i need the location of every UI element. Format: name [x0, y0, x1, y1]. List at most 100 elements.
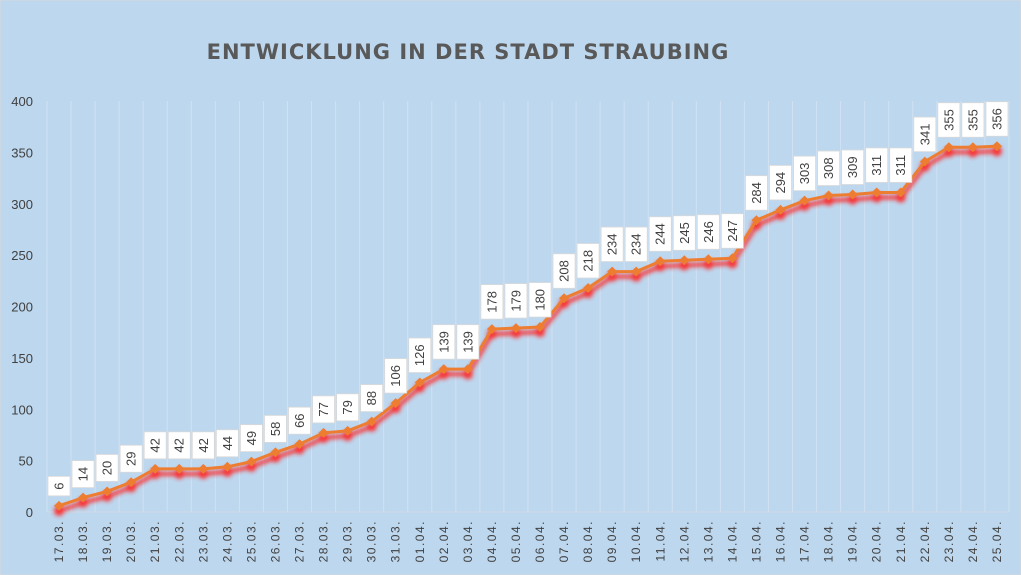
data-point-marker — [919, 156, 930, 167]
data-point-marker — [967, 142, 978, 153]
data-point-marker — [294, 439, 305, 450]
x-tick-label: 09.04. — [605, 520, 619, 562]
data-label-box — [288, 406, 311, 435]
data-label: 126 — [412, 344, 427, 366]
data-point-marker — [246, 456, 257, 467]
y-tick-label: 0 — [26, 505, 33, 520]
data-point-marker — [510, 323, 521, 334]
data-label-box — [408, 337, 432, 373]
x-tick-label: 23.04. — [942, 520, 956, 562]
y-tick-label: 350 — [11, 145, 33, 160]
x-tick-label: 21.04. — [894, 520, 908, 562]
data-point-marker — [871, 187, 882, 198]
data-point-marker — [823, 190, 834, 201]
data-label-box — [913, 116, 937, 153]
data-label-box — [672, 215, 696, 251]
data-label-box — [504, 283, 528, 319]
data-label-box — [889, 147, 913, 183]
data-label-box — [793, 155, 816, 192]
data-point-marker — [102, 486, 113, 497]
data-label-box — [167, 431, 191, 460]
y-tick-label: 250 — [11, 248, 33, 263]
data-point-marker — [390, 398, 401, 409]
data-label: 234 — [605, 233, 620, 255]
data-point-marker — [486, 324, 497, 335]
data-label-box — [95, 454, 119, 482]
data-point-marker — [414, 377, 425, 388]
data-label: 244 — [653, 223, 668, 245]
series-line — [58, 144, 998, 508]
y-tick-label: 50 — [19, 454, 33, 469]
x-tick-label: 24.04. — [966, 520, 980, 562]
data-label-box — [817, 150, 840, 186]
data-point-marker — [535, 322, 545, 333]
data-point-marker — [318, 427, 329, 438]
x-tick-label: 29.03. — [341, 520, 355, 562]
data-label: 245 — [677, 222, 692, 244]
data-label-box — [456, 324, 480, 360]
data-label: 309 — [845, 156, 860, 178]
data-label-box — [360, 384, 384, 412]
data-point-marker — [847, 189, 858, 200]
x-tick-label: 14.04. — [725, 520, 739, 562]
data-label: 77 — [316, 402, 331, 416]
y-tick-label: 150 — [11, 351, 33, 366]
data-label: 139 — [460, 331, 475, 353]
x-tick-label: 17.04. — [798, 520, 812, 562]
x-tick-label: 22.03. — [172, 520, 186, 562]
data-label-box — [239, 424, 263, 453]
data-label-box — [985, 101, 1009, 137]
data-point-marker — [150, 463, 161, 474]
data-label: 49 — [244, 431, 259, 445]
x-tick-label: 05.04. — [509, 520, 523, 562]
data-label-box — [769, 165, 792, 201]
x-tick-label: 27.03. — [293, 520, 307, 562]
data-label: 284 — [749, 182, 764, 204]
data-label: 178 — [484, 291, 499, 313]
data-label-box — [384, 358, 408, 394]
data-point-marker — [174, 463, 185, 474]
data-label-box — [119, 444, 143, 473]
x-tick-label: 18.03. — [76, 520, 90, 562]
data-point-marker — [895, 187, 906, 198]
x-tick-label: 19.03. — [100, 520, 114, 562]
data-point-marker — [559, 293, 570, 304]
data-point-marker — [438, 364, 449, 375]
data-point-marker — [222, 461, 233, 472]
x-tick-label: 20.03. — [124, 520, 138, 562]
data-label: 356 — [989, 108, 1004, 130]
x-tick-label: 02.04. — [437, 520, 451, 562]
x-tick-label: 26.03. — [268, 520, 282, 562]
data-label-box — [696, 214, 720, 250]
data-point-marker — [78, 492, 89, 503]
data-label-box — [721, 213, 744, 249]
data-point-marker — [270, 447, 281, 458]
data-label-box — [480, 284, 504, 320]
data-label: 355 — [965, 109, 980, 131]
data-label: 88 — [364, 391, 379, 405]
x-tick-label: 20.04. — [870, 520, 884, 562]
x-tick-label: 06.04. — [533, 520, 547, 562]
data-label-box — [143, 431, 167, 460]
data-point-marker — [54, 500, 64, 511]
data-point-marker — [727, 253, 738, 264]
x-tick-label: 21.03. — [148, 520, 162, 562]
x-tick-label: 24.03. — [220, 520, 234, 562]
data-point-marker — [703, 254, 714, 265]
x-tick-label: 07.04. — [557, 520, 571, 562]
data-label: 311 — [893, 155, 908, 176]
x-tick-label: 13.04. — [701, 520, 715, 562]
data-point-marker — [462, 364, 473, 375]
data-label: 341 — [917, 124, 932, 146]
x-tick-label: 23.03. — [196, 520, 210, 562]
data-label: 294 — [773, 172, 788, 194]
data-label-box — [336, 393, 360, 422]
data-label: 139 — [436, 331, 451, 353]
data-label-box — [47, 475, 71, 497]
x-tick-label: 16.04. — [774, 520, 788, 562]
data-point-marker — [198, 463, 209, 474]
x-tick-label: 25.03. — [244, 520, 258, 562]
x-tick-label: 17.03. — [52, 520, 66, 562]
x-tick-label: 31.03. — [389, 520, 403, 562]
